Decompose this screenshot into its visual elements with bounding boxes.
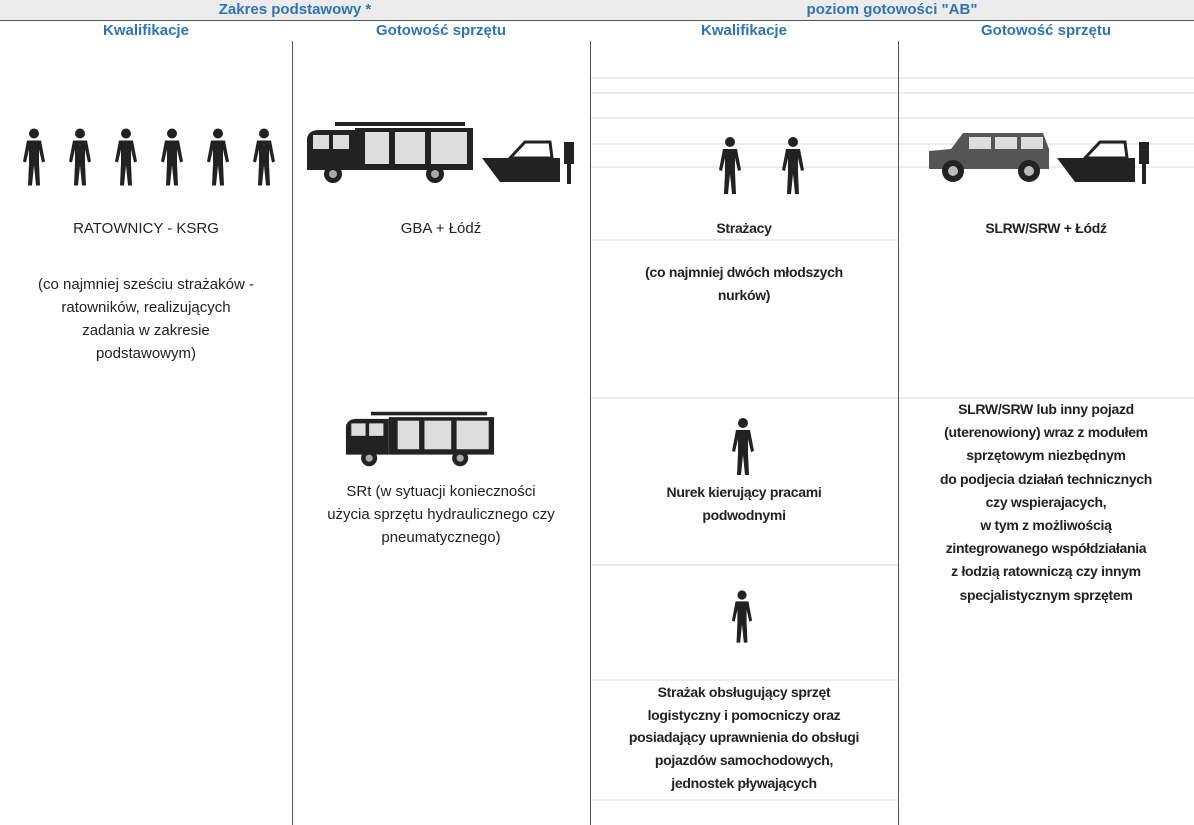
column-header: Kwalifikacje: [0, 21, 292, 41]
cell-text: zintegrowanego współdziałania: [945, 540, 1147, 557]
cell-text: SLRW/SRW + Łódź: [985, 220, 1107, 236]
cell-text: (co najmniej dwóch młodszych: [645, 264, 843, 280]
cell-text: nurków): [717, 286, 771, 303]
cell-text: podwodnymi: [702, 506, 786, 523]
column-header: Gotowość sprzętu: [292, 21, 590, 41]
cell-text: (co najmniej sześciu strażaków -: [38, 276, 254, 293]
cell-text: pneumatycznego): [381, 529, 501, 546]
cell-text: w tym z możliwością: [980, 517, 1112, 533]
column-header: Gotowość sprzętu: [898, 21, 1194, 41]
cell-text: ratowników, realizujących: [61, 299, 231, 316]
cell-text: z łodzią ratowniczą czy innym: [951, 563, 1141, 580]
cell-text: jednostek pływających: [671, 774, 817, 791]
cell-text: Nurek kierujący pracami: [666, 484, 822, 500]
cell-text: użycia sprzętu hydraulicznego czy: [327, 506, 555, 523]
cell-text: specjalistycznym sprzętem: [959, 586, 1133, 603]
cell-text: RATOWNICY - KSRG: [73, 220, 219, 237]
cell-text: pojazdów samochodowych,: [654, 752, 834, 769]
cell-text: posiadający uprawnienia do obsługi: [628, 729, 860, 746]
group-header: Zakres podstawowy *: [0, 0, 590, 20]
cell-text: sprzętowym niezbędnym: [966, 447, 1126, 464]
cell-text: logistyczny i pomocniczy oraz: [647, 706, 841, 723]
cell-text: SLRW/SRW lub inny pojazd: [958, 401, 1134, 417]
cell-text: SRt (w sytuacji konieczności: [346, 483, 536, 500]
group-header: poziom gotowości "AB": [590, 0, 1194, 20]
cell-text: podstawowym): [95, 345, 197, 362]
cell-text: Strażacy: [716, 220, 772, 236]
cell-text: zadania w zakresie: [82, 322, 210, 339]
cell-text: czy wspierajacych,: [985, 493, 1107, 510]
cell-text: do podjecia działań technicznych: [939, 470, 1153, 487]
cell-text: (uterenowiony) wraz z modułem: [944, 424, 1148, 441]
cell-text: GBA + Łódź: [400, 220, 482, 237]
column-header: Kwalifikacje: [590, 21, 898, 41]
cell-text: Strażak obsługujący sprzęt: [657, 684, 831, 700]
